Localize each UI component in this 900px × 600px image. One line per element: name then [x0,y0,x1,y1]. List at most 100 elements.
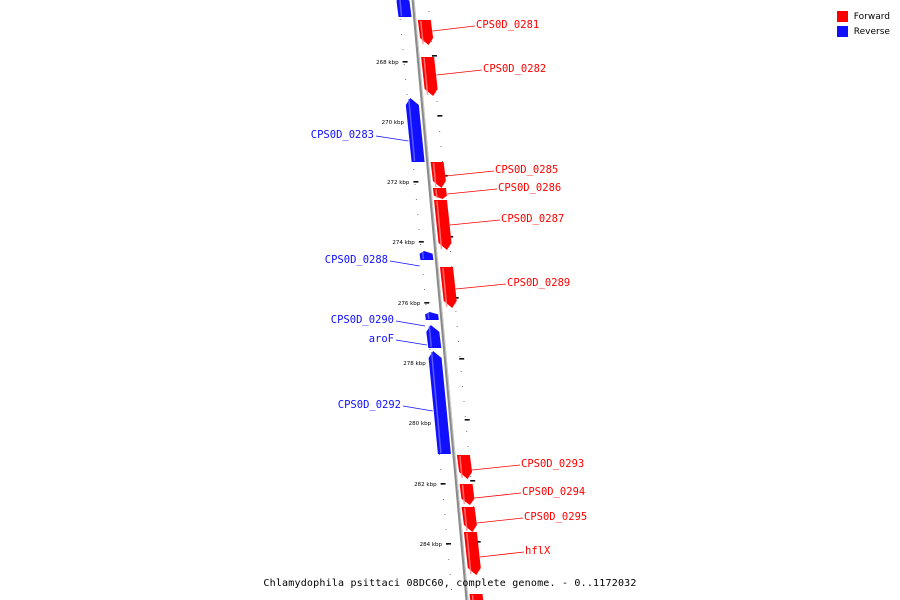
gene-0295-highlight [463,507,468,532]
ruler-dot [456,326,458,327]
ruler-dot [438,454,440,455]
ruler-dot [431,41,433,42]
gene-0290-highlight [427,312,430,320]
gene-hflx-leader [479,551,525,558]
tick-label: 280 kbp [409,421,432,427]
gene-0294-highlight [461,484,466,505]
gene-0295-leader [476,517,524,524]
ruler-dot [414,184,416,185]
gene-0289-highlight [442,267,448,308]
gene-0288-label: CPS0D_0288 [325,254,388,266]
genome-backbone [411,0,469,600]
gene-hflx-glyph [463,532,481,575]
gene-0289-leader [455,283,507,290]
gene-0285-glyph [430,162,446,188]
gene-hflx-highlight [466,532,472,575]
gene-0287-glyph [434,200,452,250]
ruler-dot [405,79,407,80]
ruler-dot [401,34,403,35]
gene-0290-leader [395,320,426,327]
gene-0286-highlight [435,188,438,199]
ruler-dot [458,341,460,342]
gene-0282-glyph [421,57,438,96]
gene-0293-glyph [456,455,473,479]
ruler-dot [450,251,451,252]
tick-mark-right [470,480,476,482]
tick-mark-right [442,175,448,177]
ruler-dot [444,514,446,515]
strand-legend: Forward Reverse [836,9,890,39]
gene-0288-highlight [421,251,425,260]
forward-swatch [836,11,848,22]
gene-0286-glyph [432,188,447,199]
ruler-dot [440,469,442,470]
gene-reverse-top-highlight [399,0,403,17]
tick-mark [440,483,446,485]
tick-label: 270 kbp [382,120,405,126]
gene-arof-label: aroF [369,333,394,345]
tick-mark [402,61,408,63]
gene-0293-leader [471,464,521,471]
ruler-dot [429,349,431,350]
ruler-dot [413,169,415,170]
gene-0283-label: CPS0D_0283 [311,129,374,141]
tick-mark [424,302,430,304]
gene-0282-label: CPS0D_0282 [483,63,546,75]
gene-reverse-top-glyph [396,0,412,17]
gene-0289-label: CPS0D_0289 [507,277,570,289]
tick-mark [418,241,424,243]
ruler-dot [415,199,417,200]
gene-forward-bottom-glyph [469,594,484,600]
ruler-dot [460,371,462,372]
tick-mark-right [437,115,443,117]
reverse-swatch [836,26,848,37]
ruler-dot [403,64,405,65]
gene-0285-label: CPS0D_0285 [495,164,558,176]
ruler-dot [417,214,419,215]
tick-mark [446,543,451,545]
ruler-dot [466,431,468,432]
ruler-dot [406,94,408,95]
ruler-dot [439,131,441,132]
gene-hflx-label: hflX [525,545,551,557]
ruler-dot [451,266,453,267]
legend-reverse: Reverse [836,24,890,39]
ruler-dot [418,229,420,230]
gene-0287-highlight [436,200,443,250]
tick-mark-right [431,55,437,57]
tick-label: 284 kbp [420,542,443,548]
gene-0295-label: CPS0D_0295 [524,511,587,523]
gene-0293-label: CPS0D_0293 [521,458,584,470]
ruler-dot [422,274,424,275]
ruler-dot [459,356,461,357]
tick-mark [413,181,419,183]
gene-0282-highlight [423,57,429,96]
gene-0293-highlight [459,455,463,479]
gene-0281-highlight [420,20,424,45]
reverse-label: Reverse [853,26,890,37]
gene-0295-glyph [461,507,477,532]
gene-0290-glyph [425,312,439,320]
gene-0286-leader [447,188,498,195]
gene-0290-label: CPS0D_0290 [331,314,394,326]
gene-0289-glyph [440,267,457,308]
gene-0288-glyph [419,251,434,260]
gene-arof-glyph [426,325,442,348]
tick-mark-right [475,541,481,543]
gene-arof-leader [395,339,427,346]
ruler-dot [449,574,451,575]
ruler-dot [462,386,464,387]
gene-0283-highlight [408,98,416,162]
ruler-dot [424,289,425,290]
gene-0288-leader [389,260,420,267]
gene-0287-label: CPS0D_0287 [501,213,564,225]
ruler-dot [445,529,447,530]
gene-0287-leader [449,219,501,226]
ruler-dot [442,499,444,500]
ruler-dot [479,581,481,582]
ruler-dot [455,311,457,312]
tick-mark-right [464,419,470,421]
gene-0292-leader [402,405,433,412]
gene-0285-leader [445,170,495,177]
ruler-dot [464,416,466,417]
